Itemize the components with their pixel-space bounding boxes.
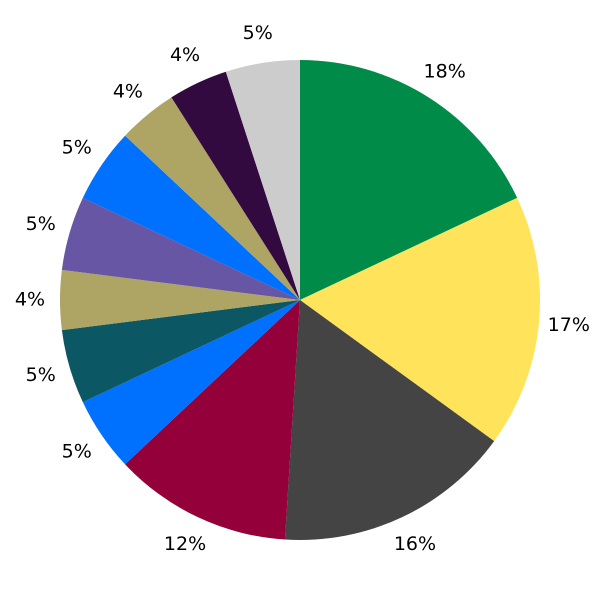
pie-slice [125,300,300,540]
pie-slice [82,300,300,465]
pie-slice [225,60,300,300]
pie-slice [61,300,300,403]
value-label: 5% [243,22,273,44]
pie-slice [125,97,300,300]
pie-slice [61,197,300,300]
pie-slice [59,269,300,331]
value-label: 12% [164,533,206,555]
value-label: 5% [26,213,56,235]
value-label: 5% [62,137,92,159]
pie-slice [171,71,300,301]
value-label: 17% [548,314,590,336]
value-label: 4% [170,44,200,66]
pie-slice [300,197,540,442]
value-label: 16% [394,533,436,555]
value-label: 4% [113,80,143,102]
value-label: 4% [15,289,45,311]
value-label: 5% [62,440,92,462]
pie-slice [82,135,300,300]
pie-slice [284,300,495,540]
value-label: 18% [424,61,466,83]
value-label: 5% [26,364,56,386]
pie-slice [300,60,518,300]
